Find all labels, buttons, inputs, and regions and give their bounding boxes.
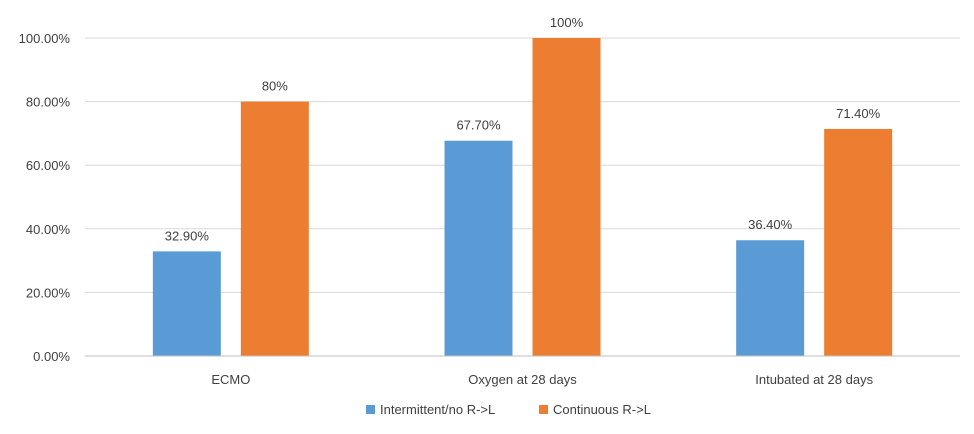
data-labels: 32.90% 80% 67.70% 100% 36.40% 71.40% <box>165 15 881 243</box>
bar <box>736 240 805 356</box>
y-tick-label: 60.00% <box>26 158 71 173</box>
legend: Intermittent/no R->L Continuous R->L <box>366 402 651 417</box>
x-axis: ECMO Oxygen at 28 days Intubated at 28 day… <box>85 355 960 387</box>
x-category-label: Intubated at 28 days <box>755 372 873 387</box>
y-tick-label: 20.00% <box>26 285 71 300</box>
data-label: 67.70% <box>456 118 501 133</box>
y-axis: 0.00% 20.00% 40.00% 60.00% 80.00% 100.00% <box>19 31 71 364</box>
bar <box>532 38 601 356</box>
legend-swatch <box>366 405 375 414</box>
bar <box>824 128 893 356</box>
bar <box>152 251 221 356</box>
legend-swatch <box>539 405 548 414</box>
y-tick-label: 80.00% <box>26 95 71 110</box>
data-label: 80% <box>262 79 288 94</box>
bar <box>444 140 513 356</box>
x-category-label: ECMO <box>211 372 250 387</box>
data-label: 71.40% <box>836 106 881 121</box>
data-label: 36.40% <box>748 217 793 232</box>
y-tick-label: 100.00% <box>19 31 71 46</box>
x-category-label: Oxygen at 28 days <box>468 372 577 387</box>
legend-label: Continuous R->L <box>553 402 651 417</box>
y-tick-label: 40.00% <box>26 222 71 237</box>
data-label: 32.90% <box>165 228 210 243</box>
bars <box>152 38 893 356</box>
data-label: 100% <box>550 15 584 30</box>
bar <box>240 101 309 356</box>
legend-label: Intermittent/no R->L <box>380 402 495 417</box>
y-tick-label: 0.00% <box>33 349 70 364</box>
